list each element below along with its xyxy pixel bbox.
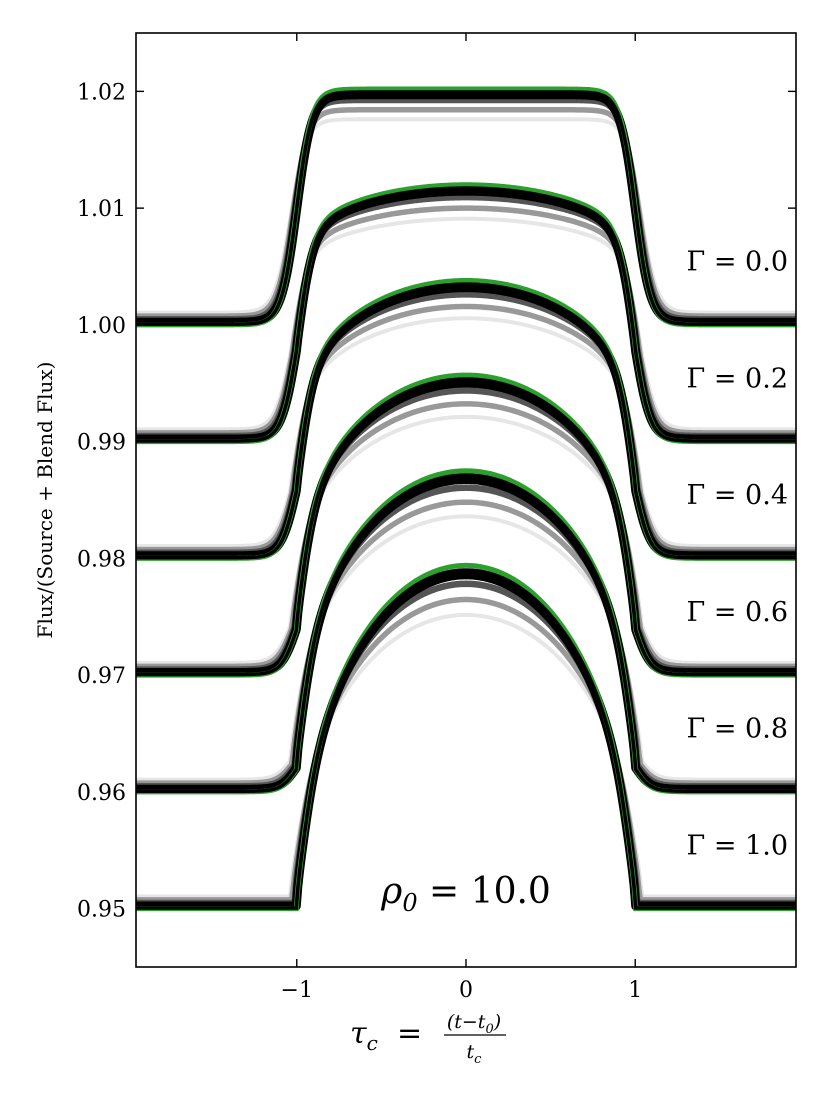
curve-gamma-2-shade-2 (136, 291, 796, 557)
x-axis-label-denominator: tc (467, 1041, 483, 1067)
curves-layer (136, 86, 796, 912)
y-tick-label-7: 1.02 (77, 80, 126, 105)
curve-gamma-1-shade-3 (136, 186, 796, 444)
curve-gamma-5-shade-3 (136, 570, 796, 911)
x-axis-label-numerator: (t−t0) (447, 1011, 501, 1037)
curve-gamma-3-shade-3 (136, 378, 796, 678)
curve-gamma-4-shade-3 (136, 474, 796, 794)
data-curve-gamma-0 (136, 90, 796, 327)
gamma-label-3: Γ = 0.6 (687, 597, 788, 628)
y-tick-label-2: 0.97 (77, 664, 126, 689)
curve-gamma-0-shade-1 (136, 107, 796, 319)
y-tick-label-6: 1.01 (77, 197, 126, 222)
x-axis-label-eq: = (397, 1016, 422, 1051)
y-tick-label-5: 1.00 (77, 314, 126, 339)
gamma-label-1: Γ = 0.2 (687, 363, 788, 394)
data-curve-gamma-1 (136, 186, 796, 443)
curve-gamma-5-shade-0 (136, 612, 796, 899)
model-curve-gamma-3 (136, 372, 796, 678)
curve-gamma-0-shade-0 (136, 117, 796, 315)
x-tick-label-2: 1 (628, 978, 642, 1003)
y-axis-label: Flux/(Source + Blend Flux) (33, 362, 57, 639)
gamma-label-2: Γ = 0.4 (687, 480, 788, 511)
axis-ticks: −1 0 1 0.95 0.96 0.97 0.98 0.99 1.00 1.01 1.02 (77, 33, 796, 1003)
x-tick-label-1: 0 (459, 978, 473, 1003)
gamma-label-5: Γ = 1.0 (687, 830, 788, 861)
curve-gamma-2-shade-3 (136, 283, 796, 561)
x-tick-label-0: −1 (281, 978, 313, 1003)
data-curve-gamma-4 (136, 473, 796, 794)
curve-gamma-1-shade-0 (136, 216, 796, 432)
gamma-labels: Γ = 0.0 Γ = 0.2 Γ = 0.4 Γ = 0.6 Γ = 0.8 Γ = 1… (687, 247, 788, 862)
gamma-label-0: Γ = 0.0 (687, 247, 788, 278)
data-curve-gamma-5 (136, 568, 796, 910)
curve-gamma-0-shade-3 (136, 90, 796, 327)
x-axis-label: τc = (t−t0) tc (350, 1011, 506, 1067)
curve-gamma-2-shade-0 (136, 316, 796, 549)
curve-gamma-3-shade-0 (136, 414, 796, 665)
data-curve-gamma-3 (136, 377, 796, 677)
y-tick-label-1: 0.96 (77, 781, 126, 806)
rho-annotation: ρ0 = 10.0 (380, 871, 551, 917)
x-axis-label-lhs: τc (350, 1016, 378, 1055)
data-curve-gamma-2 (136, 282, 796, 560)
curve-gamma-4-shade-0 (136, 514, 796, 782)
y-tick-label-4: 0.99 (77, 431, 126, 456)
y-tick-label-0: 0.95 (77, 898, 126, 923)
y-tick-label-3: 0.98 (77, 547, 126, 572)
gamma-label-4: Γ = 0.8 (687, 714, 788, 745)
